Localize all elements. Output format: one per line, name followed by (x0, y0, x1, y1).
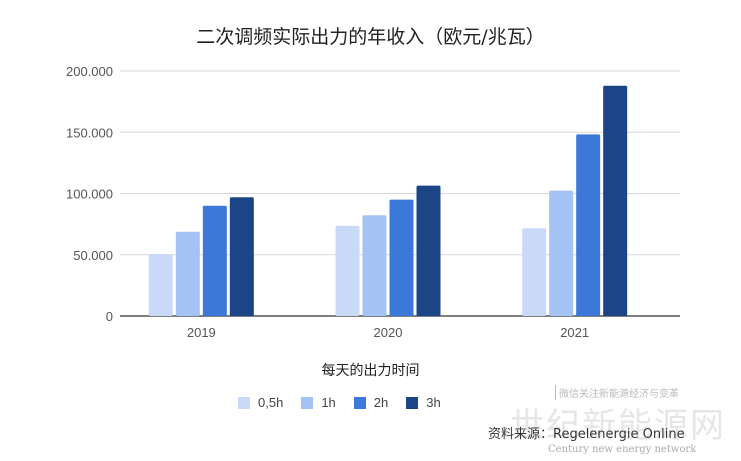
bar-2020-2h (389, 199, 414, 316)
x-tick-label: 2021 (560, 325, 589, 340)
legend-swatch (301, 396, 314, 409)
bar-2020-0,5h (335, 225, 360, 316)
watermark-top: 微信关注新能源经济与变革 (555, 385, 679, 400)
legend-item: 3h (406, 395, 441, 410)
legend-swatch (353, 396, 366, 409)
legend-item: 2h (353, 395, 389, 410)
legend-swatch (238, 396, 250, 409)
legend-item: 1h (301, 395, 336, 410)
y-tick-label: 50.000 (73, 248, 113, 263)
bar-2019-1h (175, 231, 200, 316)
chart-title: 二次调频实际出力的年收入（欧元/兆瓦） (196, 26, 545, 48)
legend: 0,5h 1h 2h 3h (238, 395, 441, 410)
bar-2019-0,5h (148, 254, 173, 316)
source-note: 资料来源：Regelenergie Online (488, 427, 685, 442)
y-tick-label: 200.000 (66, 64, 113, 79)
bar-2021-3h (603, 85, 628, 316)
watermark-sub: Century new energy network (548, 444, 697, 455)
bar-2020-3h (416, 185, 441, 316)
bar-2021-2h (576, 134, 601, 316)
bar-2021-0,5h (522, 228, 547, 316)
legend-swatch (406, 396, 419, 409)
legend-label: 1h (321, 395, 336, 410)
y-tick-label: 100.000 (66, 187, 113, 202)
watermark-logo: 世纪新能源网 (510, 406, 726, 446)
bar-2019-3h (229, 197, 254, 316)
legend-label: 0,5h (258, 395, 284, 410)
x-tick-label: 2019 (187, 325, 216, 340)
x-axis-label: 每天的出力时间 (321, 363, 420, 379)
x-tick-label: 2020 (374, 325, 403, 340)
legend-label: 3h (426, 395, 441, 410)
legend-label: 2h (373, 395, 389, 410)
legend-item: 0,5h (238, 395, 283, 410)
bar-2021-1h (549, 190, 574, 316)
y-tick-label: 0 (106, 309, 113, 324)
bar-2019-2h (202, 205, 227, 316)
bar-2020-1h (362, 215, 387, 316)
y-tick-label: 150.000 (66, 125, 113, 140)
